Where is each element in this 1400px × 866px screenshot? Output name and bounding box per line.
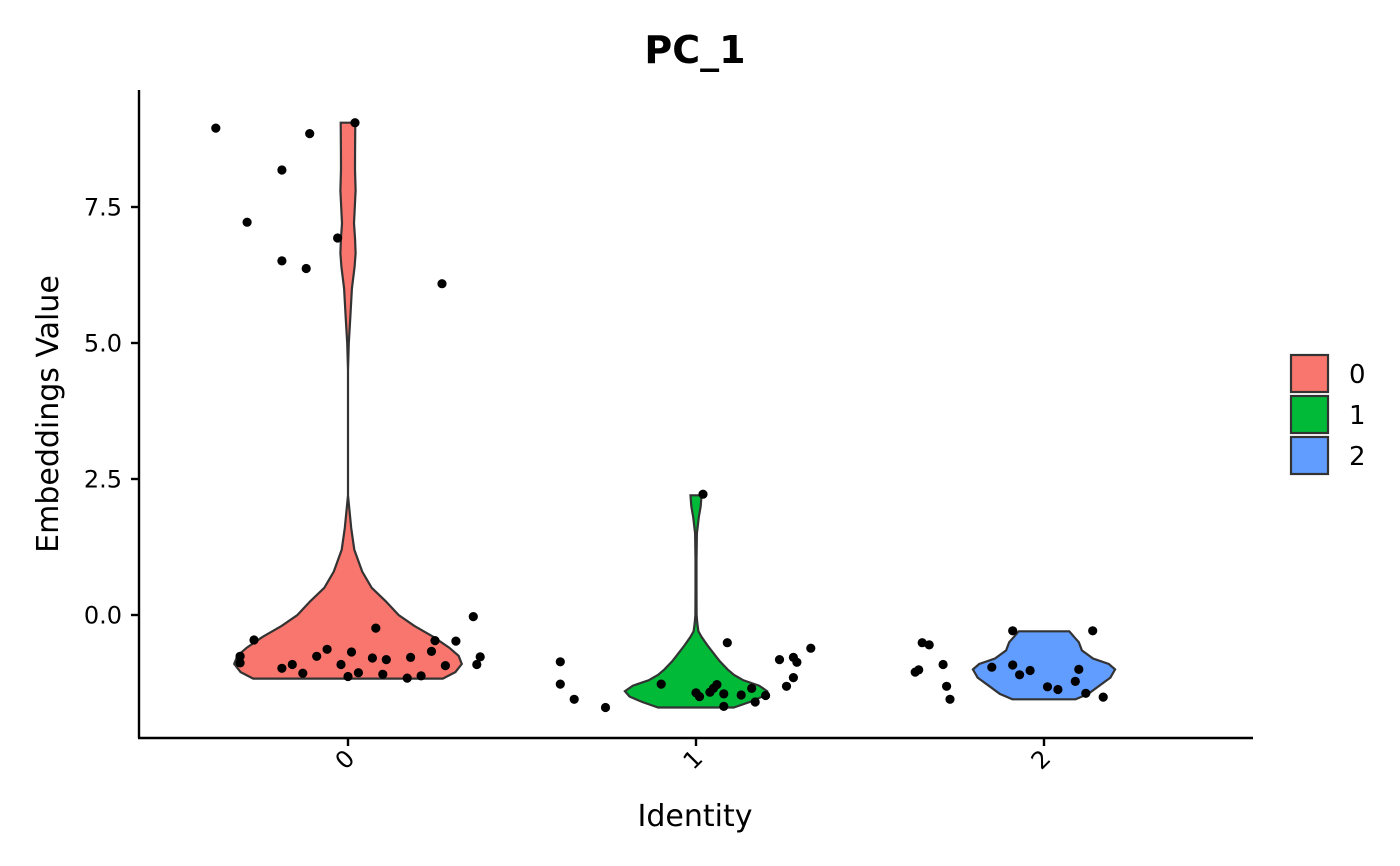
point-0-23 — [371, 623, 381, 633]
point-1-18 — [774, 655, 785, 665]
point-1-14 — [736, 690, 746, 700]
point-2-9 — [1008, 660, 1018, 670]
point-1-7 — [694, 692, 705, 702]
point-0-14 — [287, 659, 297, 670]
point-2-14 — [1070, 676, 1080, 687]
point-0-12 — [249, 635, 259, 645]
point-0-11 — [235, 658, 245, 668]
point-1-22 — [792, 657, 802, 667]
point-2-6 — [945, 694, 955, 704]
violins-layer — [232, 121, 1117, 709]
point-2-16 — [1081, 688, 1091, 698]
point-0-33 — [472, 659, 482, 670]
point-0-15 — [298, 668, 308, 678]
point-0-22 — [367, 653, 377, 663]
point-1-1 — [555, 657, 565, 667]
point-0-5 — [333, 233, 343, 243]
violin-0 — [232, 121, 464, 680]
point-1-15 — [747, 683, 757, 694]
point-2-11 — [1025, 665, 1035, 676]
point-0-18 — [336, 659, 346, 670]
point-0-29 — [426, 646, 437, 657]
point-1-4 — [600, 702, 611, 713]
y-tick-label-0: 0.0 — [84, 602, 122, 630]
point-2-15 — [1074, 664, 1084, 675]
point-0-2 — [305, 129, 315, 139]
points-layer — [211, 118, 1108, 713]
x-axis-title: Identity — [638, 799, 753, 834]
x-tick-label-1: 1 — [678, 744, 709, 775]
point-0-24 — [378, 669, 388, 679]
point-1-3 — [569, 694, 579, 704]
legend-key-0 — [1289, 353, 1330, 394]
point-2-8 — [1008, 626, 1018, 636]
point-0-25 — [381, 655, 391, 665]
point-0-26 — [402, 673, 412, 683]
point-1-11 — [719, 689, 729, 699]
legend-key-2 — [1289, 435, 1330, 476]
y-tick-label-3: 7.5 — [84, 194, 122, 222]
legend: 0 1 2 — [1289, 353, 1366, 476]
point-0-32 — [451, 636, 461, 646]
legend-label-1: 1 — [1349, 401, 1366, 431]
point-0-27 — [406, 652, 416, 663]
plot-area — [211, 118, 1117, 713]
point-1-16 — [750, 697, 760, 707]
x-axis-ticks: 0 1 2 — [330, 738, 1057, 775]
point-0-4 — [242, 217, 252, 227]
point-2-7 — [987, 662, 997, 672]
legend-key-1 — [1289, 394, 1330, 435]
point-1-5 — [656, 679, 666, 689]
point-0-1 — [277, 165, 287, 175]
legend-label-2: 2 — [1349, 442, 1366, 472]
x-tick-label-0: 0 — [330, 744, 361, 775]
legend-label-0: 0 — [1349, 360, 1366, 390]
point-2-3 — [910, 667, 920, 677]
point-0-6 — [277, 256, 287, 266]
point-0-21 — [353, 668, 363, 678]
point-1-23 — [806, 643, 816, 653]
point-1-17 — [761, 690, 771, 701]
point-2-5 — [942, 681, 952, 691]
point-0-28 — [416, 671, 426, 681]
y-tick-label-2: 5.0 — [84, 330, 122, 358]
chart-title: PC_1 — [644, 28, 745, 72]
x-tick-label-2: 2 — [1026, 744, 1057, 775]
point-0-13 — [277, 663, 287, 673]
point-2-12 — [1042, 682, 1053, 692]
point-1-13 — [722, 638, 732, 648]
point-0-8 — [437, 279, 447, 289]
point-2-17 — [1088, 626, 1098, 636]
point-2-10 — [1015, 670, 1025, 680]
point-0-19 — [343, 671, 353, 682]
y-tick-label-1: 2.5 — [84, 466, 122, 494]
y-axis-title: Embeddings Value — [31, 275, 66, 553]
point-0-31 — [440, 661, 450, 671]
point-2-1 — [924, 640, 934, 650]
point-0-30 — [430, 636, 440, 646]
point-0-16 — [312, 651, 322, 661]
violin-1 — [623, 494, 769, 709]
y-axis-ticks: 0.0 2.5 5.0 7.5 — [84, 194, 139, 630]
point-0-34 — [475, 652, 485, 662]
point-0-0 — [211, 123, 221, 133]
point-0-3 — [350, 118, 360, 128]
point-1-21 — [788, 673, 799, 683]
point-2-4 — [938, 659, 948, 670]
point-1-10 — [712, 680, 722, 690]
point-0-17 — [322, 644, 332, 654]
point-0-7 — [301, 263, 311, 274]
point-1-19 — [781, 681, 792, 691]
point-2-18 — [1098, 692, 1108, 702]
point-2-0 — [917, 638, 927, 648]
point-1-12 — [719, 701, 729, 712]
point-0-10 — [235, 651, 245, 661]
point-0-9 — [468, 612, 478, 622]
point-2-13 — [1053, 684, 1063, 695]
point-0-20 — [346, 647, 357, 657]
point-1-0 — [698, 489, 708, 499]
point-1-2 — [555, 679, 565, 689]
